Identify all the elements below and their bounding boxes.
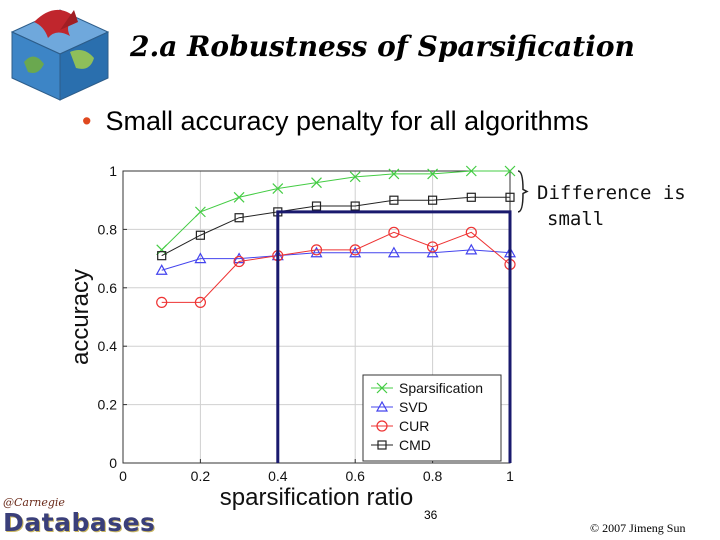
data-point-cmd (350, 201, 360, 211)
x-tick-label: 0 (119, 468, 127, 484)
data-point-sparsification (156, 244, 168, 256)
y-tick-label: 0.4 (98, 338, 118, 354)
x-tick-label: 0.4 (268, 468, 288, 484)
data-point-cmd (505, 192, 515, 202)
bullet-dot-icon: • (82, 106, 92, 136)
data-point-cur (156, 296, 168, 308)
data-point-sparsification (272, 183, 284, 194)
data-point-sparsification (311, 177, 322, 189)
annotation-line-2: small (547, 208, 605, 230)
data-point-cur (427, 241, 439, 253)
legend-marker-cmd (377, 440, 387, 450)
data-point-sparsification (233, 191, 245, 203)
y-tick-label: 0.2 (98, 397, 118, 413)
x-tick-label: 1 (506, 468, 514, 484)
legend-label-svd: SVD (399, 399, 428, 415)
data-point-cmd (428, 195, 438, 205)
data-point-cur (194, 296, 206, 308)
y-tick-label: 0.8 (98, 221, 118, 237)
data-point-svd (387, 246, 400, 258)
data-point-cmd (466, 192, 476, 202)
data-point-svd (194, 252, 207, 264)
data-point-svd (310, 246, 323, 258)
legend-label-cmd: CMD (399, 437, 431, 453)
y-tick-label: 1 (109, 163, 117, 179)
legend-marker-cur (376, 420, 388, 432)
slide-title: 2.a Robustness of Sparsification (130, 30, 635, 63)
data-point-svd (233, 252, 246, 264)
x-tick-label: 0.6 (345, 468, 365, 484)
page-number: 36 (424, 508, 438, 522)
bullet-point: • Small accuracy penalty for all algorith… (82, 106, 589, 137)
database-cube-logo (10, 9, 110, 101)
y-axis-label: accuracy (67, 269, 94, 365)
data-point-cmd (234, 213, 244, 223)
difference-annotation: Difference is small (537, 180, 686, 232)
data-point-cmd (195, 230, 205, 240)
data-point-svd (426, 246, 439, 258)
data-point-cur (310, 244, 323, 256)
x-tick-label: 0.2 (191, 468, 211, 484)
series-line-cur (161, 231, 511, 303)
bullet-text: Small accuracy penalty for all algorithm… (105, 106, 589, 136)
data-point-sparsification (349, 171, 361, 183)
data-point-sparsification (504, 165, 516, 177)
data-point-cmd (311, 201, 322, 211)
data-point-sparsification (194, 206, 206, 218)
legend-marker-svd (375, 400, 389, 412)
data-point-cur (388, 226, 400, 238)
data-point-svd (155, 264, 168, 275)
difference-brace (517, 170, 529, 213)
data-point-cur (349, 244, 361, 256)
x-tick-label: 0.8 (423, 468, 443, 484)
y-tick-label: 0 (109, 455, 117, 471)
data-point-cmd (157, 251, 167, 261)
data-point-cur (233, 255, 245, 268)
data-point-cmd (389, 195, 399, 205)
highlight-box (276, 210, 512, 463)
databases-logo: @Carnegie Databases (3, 497, 155, 537)
footer-logo-main: Databases (3, 508, 156, 537)
annotation-line-1: Difference is (537, 182, 686, 204)
footer-logo-top: @Carnegie (3, 496, 65, 509)
data-point-sparsification (388, 168, 400, 180)
data-point-cur (465, 226, 477, 238)
data-point-sparsification (427, 168, 439, 180)
legend-label-cur: CUR (399, 418, 429, 434)
data-point-svd (465, 243, 478, 255)
x-axis-label: sparsification ratio (220, 484, 413, 511)
legend-marker-sparsification (376, 382, 388, 394)
series-line-cmd (161, 196, 510, 257)
y-tick-label: 0.6 (98, 280, 118, 296)
copyright: © 2007 Jimeng Sun (590, 521, 686, 535)
data-point-svd (349, 246, 362, 258)
series-line-svd (161, 249, 511, 271)
series-line-sparsification (161, 170, 510, 251)
legend-label-sparsification: Sparsification (399, 380, 483, 396)
data-point-sparsification (465, 165, 477, 177)
